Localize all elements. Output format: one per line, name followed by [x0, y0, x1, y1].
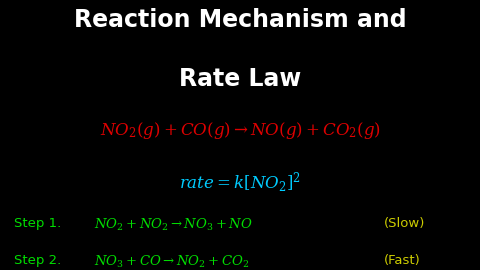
- Text: Step 1.: Step 1.: [14, 217, 61, 230]
- Text: $NO_3 + CO \rightarrow NO_2 + CO_2$: $NO_3 + CO \rightarrow NO_2 + CO_2$: [94, 254, 249, 270]
- Text: Rate Law: Rate Law: [179, 68, 301, 92]
- Text: $NO_2(g) + CO(g) \rightarrow NO(g) + CO_2(g)$: $NO_2(g) + CO(g) \rightarrow NO(g) + CO_…: [99, 120, 381, 141]
- Text: Step 2.: Step 2.: [14, 254, 61, 267]
- Text: Reaction Mechanism and: Reaction Mechanism and: [74, 8, 406, 32]
- Text: $NO_2 + NO_2 \rightarrow NO_3 + NO$: $NO_2 + NO_2 \rightarrow NO_3 + NO$: [94, 217, 252, 234]
- Text: (Fast): (Fast): [384, 254, 421, 267]
- Text: $rate = k[NO_2]^2$: $rate = k[NO_2]^2$: [179, 170, 301, 195]
- Text: (Slow): (Slow): [384, 217, 425, 230]
